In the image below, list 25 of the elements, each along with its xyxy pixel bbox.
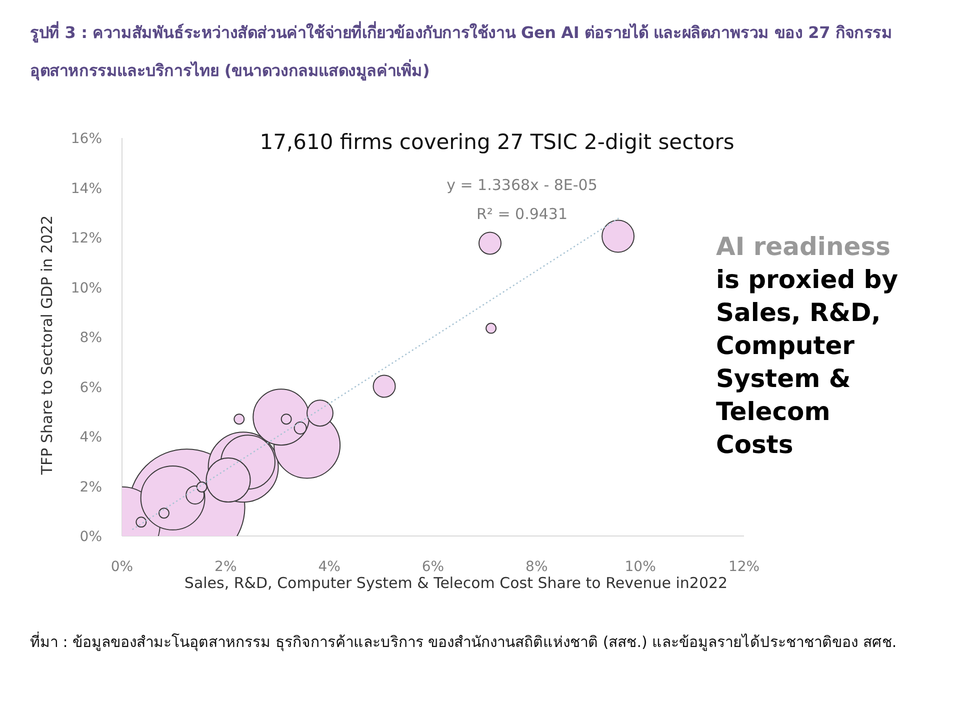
x-tick-label: 6% [422,559,444,575]
y-axis-title: TFP Share to Sectoral GDP in 2022 [38,215,56,476]
y-tick-label: 6% [80,380,102,396]
annotation: y = 1.3368x - 8E-05 [446,176,598,194]
y-tick-label: 8% [80,330,102,346]
chart-subtitle: 17,610 firms covering 27 TSIC 2-digit sectors [260,130,734,154]
annotation: R² = 0.9431 [476,205,568,223]
annotation: is proxied by Sales, R&D, Computer System & Telecom Costs [716,264,899,461]
y-tick-label: 4% [80,430,102,446]
y-tick-label: 0% [80,529,102,545]
x-tick-label: 0% [110,559,134,575]
x-tick-label: 10% [624,559,656,575]
x-axis-title: Sales, R&D, Computer System & Telecom Cost Share to Revenue in2022 [184,574,728,592]
chart-title: รูปที่ 3 : ความสัมพันธ์ระหว่างสัดส่วนค่าใช้จ่ายที่เกี่ยวข้องกับการใช้งาน Gen AI ต่อรายได้ และผลิตภาพรวม ของ 27 กิจกรรมอุตสาหกรรมและบริการไทย (ขนาดวงกลมแสดงมูลค่าเพิ่ม) [30,20,894,83]
x-tick-label: 8% [526,559,548,575]
y-tick-label: 14% [70,180,102,197]
x-tick-label: 2% [214,559,237,575]
text: ที่มา : ข้อมูลของสำมะโนอุตสาหกรรม ธุรกิจการค้าและบริการ ของสำนักงานสถิติแห่งชาติ (สสช.) และข้อมูลรายได้ประชาชาติของ สศช. [30,630,898,654]
y-tick-label: 16% [70,131,102,147]
annotation: AI readiness [716,231,892,263]
x-tick-label: 4% [318,559,340,575]
y-tick-label: 2% [80,479,102,496]
y-tick-label: 10% [70,280,102,296]
y-tick-label: 12% [70,230,102,246]
x-tick-label: 12% [728,559,760,575]
